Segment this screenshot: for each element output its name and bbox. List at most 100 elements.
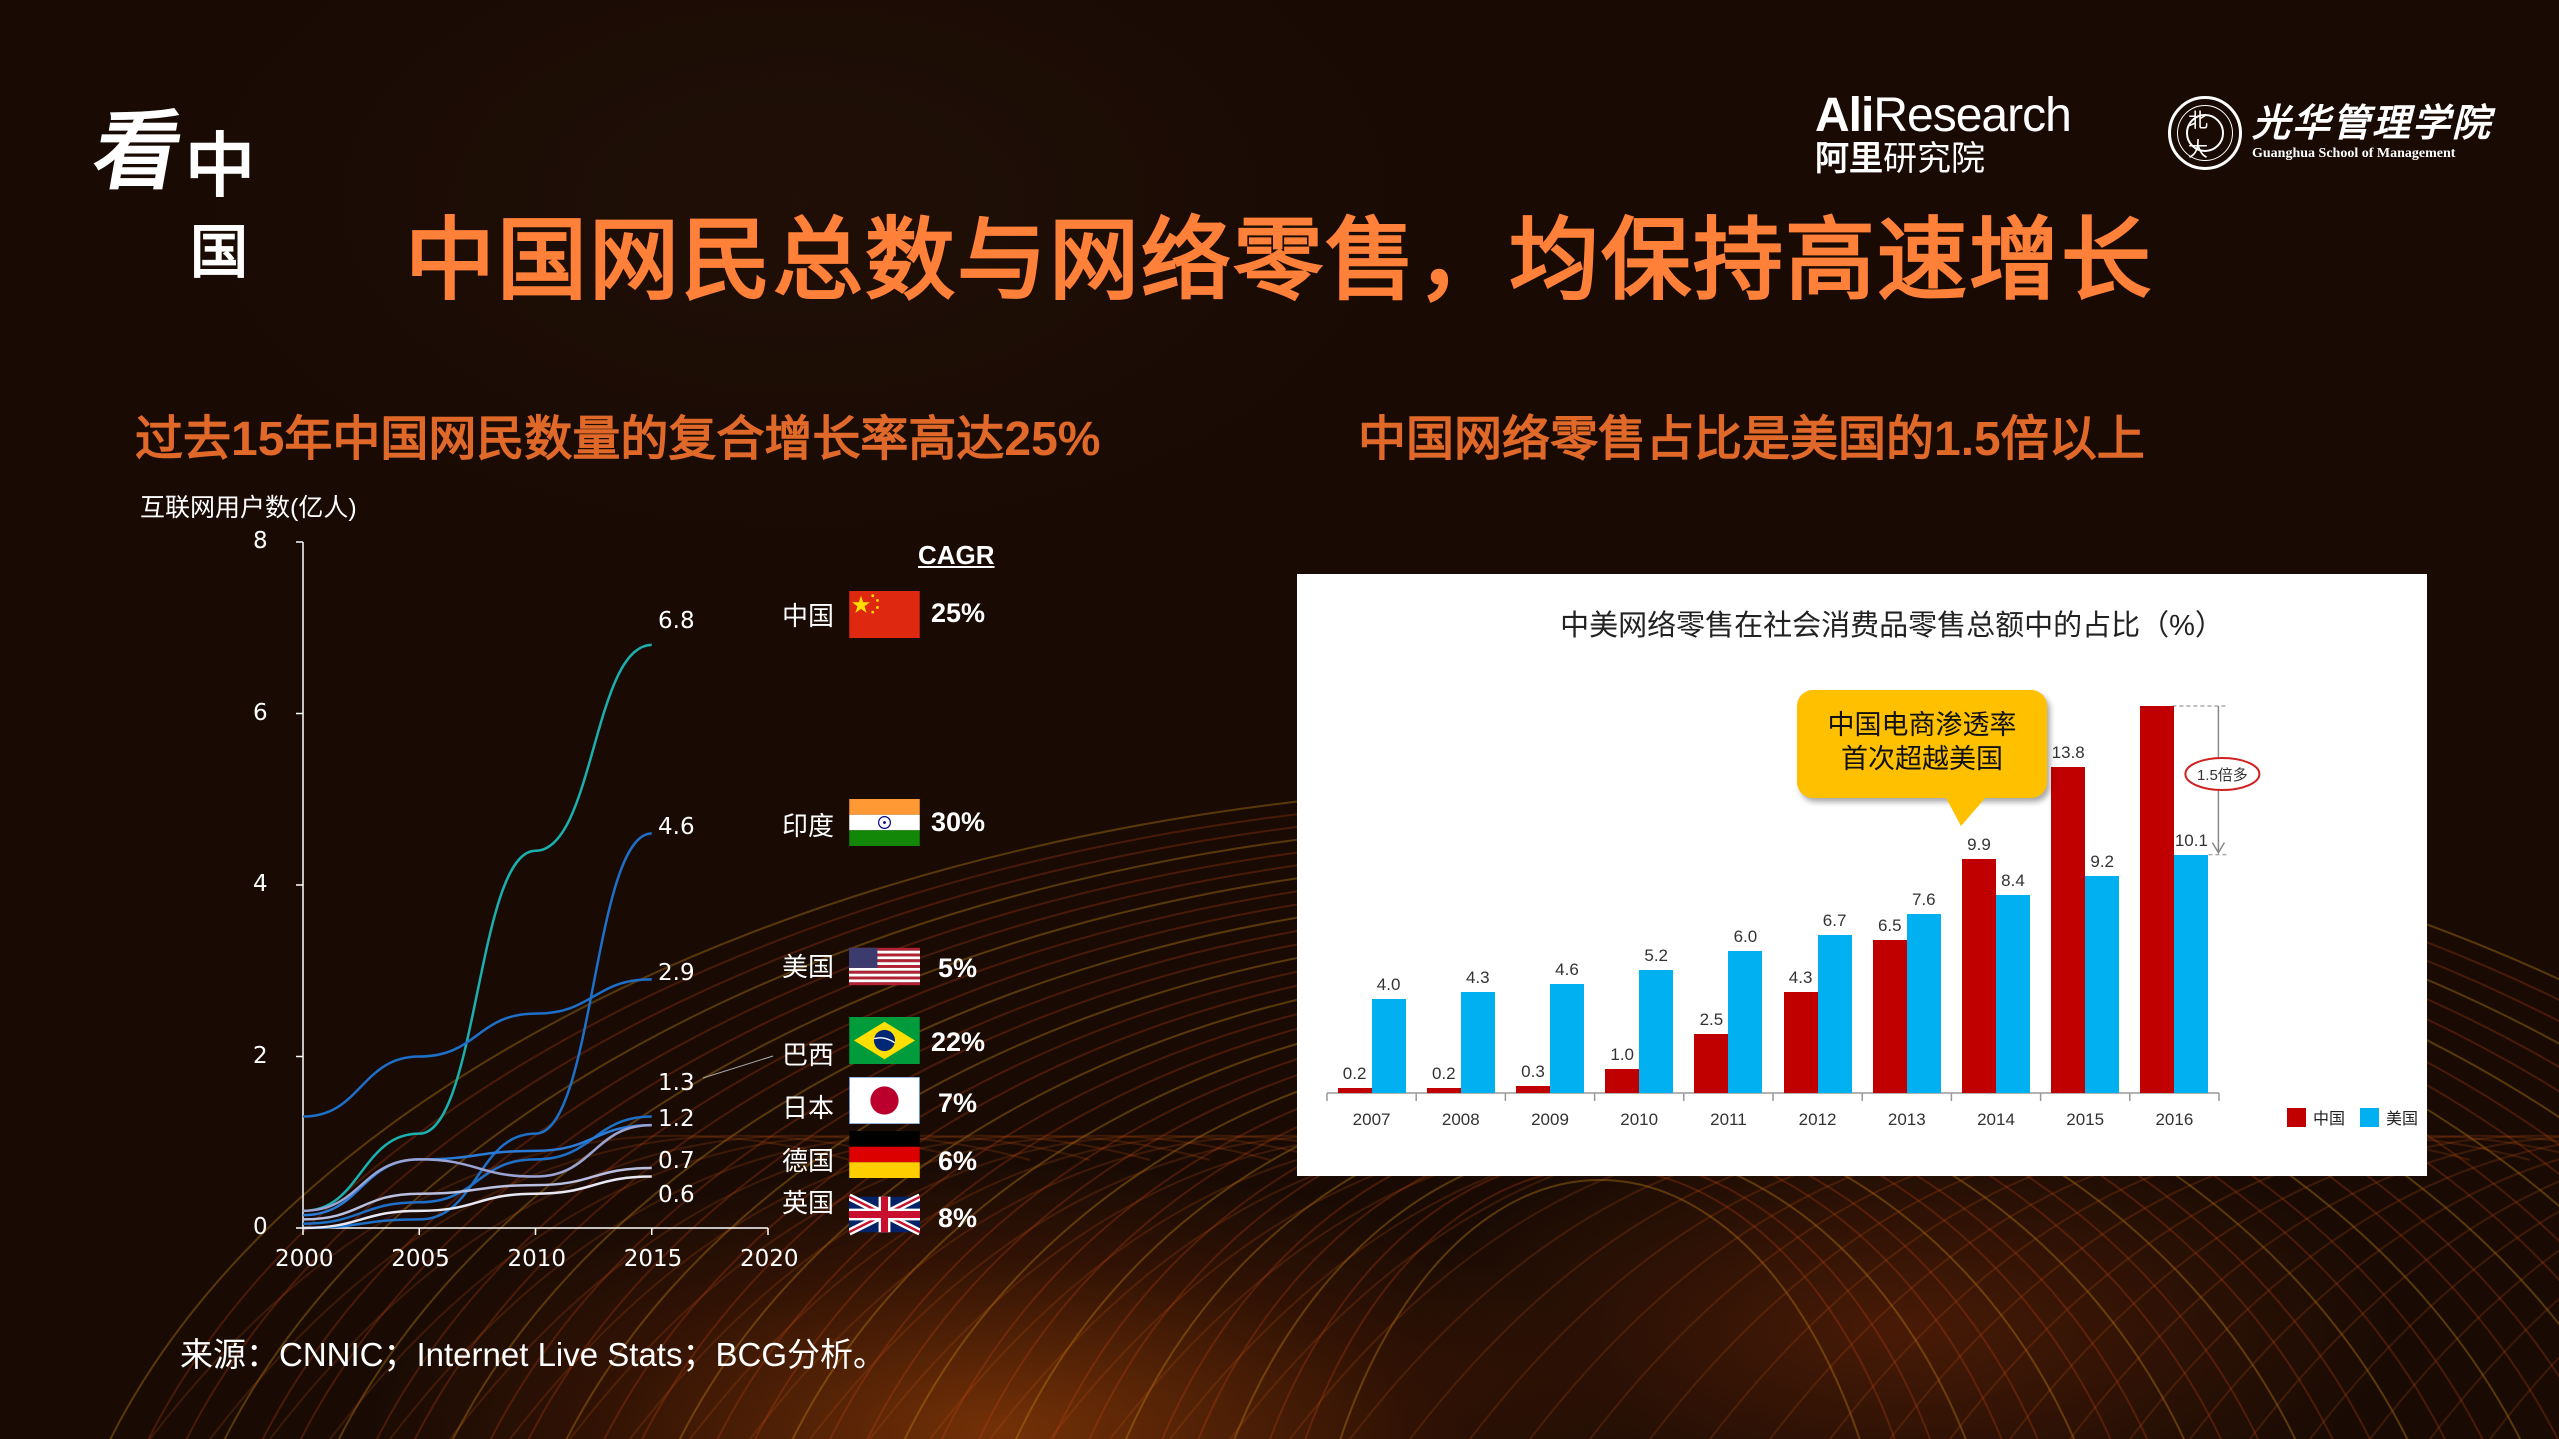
left-subtitle: 过去15年中国网民数量的复合增长率高达25% xyxy=(135,413,1101,466)
series-end-label: 6.8 xyxy=(658,608,695,634)
bar-usa xyxy=(2085,875,2120,1093)
country-name: 印度 xyxy=(782,811,835,841)
bar-china xyxy=(1872,939,1907,1093)
bar-usa xyxy=(1639,970,1674,1093)
right-subtitle: 中国网络零售占比是美国的1.5倍以上 xyxy=(1358,413,2145,466)
callout-line-2: 首次超越美国 xyxy=(1841,744,2003,774)
y-tick-label: 4 xyxy=(253,871,268,897)
left-chart-ylabel: 互联网用户数(亿人) xyxy=(140,494,357,522)
annotation-1-5x: 1.5倍多 xyxy=(2196,766,2248,784)
callout-line-1: 中国电商渗透率 xyxy=(1827,710,2017,740)
alires-en-bold: Ali xyxy=(1815,89,1874,142)
country-name: 德国 xyxy=(782,1146,835,1176)
legend-label-china: 中国 xyxy=(2313,1111,2346,1128)
bar-value-label: 1.0 xyxy=(1610,1045,1634,1065)
logo-char-guo: 国 xyxy=(190,218,249,286)
bar-value-label: 9.9 xyxy=(1967,835,1991,855)
x-axis-year-label: 2007 xyxy=(1352,1110,1391,1129)
bar-value-label: 2.5 xyxy=(1699,1010,1724,1029)
country-cagr-value: 7% xyxy=(938,1088,978,1118)
country-cagr-value: 30% xyxy=(931,807,986,837)
bar-value-label: 13.8 xyxy=(2051,743,2085,763)
cagr-header: CAGR xyxy=(918,540,995,570)
bar-china xyxy=(2140,705,2175,1093)
aliresearch-logo: AliResearch 阿里研究院 xyxy=(1815,89,2072,178)
bar-value-label: 9.2 xyxy=(2090,851,2114,871)
bar-china xyxy=(1426,1088,1461,1093)
bar-usa xyxy=(1460,991,1495,1093)
retail-share-chart-panel: 中美网络零售在社会消费品零售总额中的占比（%） 2007 0.2 4.0 2008 0.… xyxy=(1297,574,2427,1176)
country-cagr-value: 22% xyxy=(931,1027,986,1057)
country-cagr-value: 8% xyxy=(938,1203,978,1233)
gsm-cn-name: 光华管理学院 xyxy=(2252,100,2493,145)
bar-value-label: 6.5 xyxy=(1877,915,1902,935)
x-axis-year-label: 2014 xyxy=(1977,1110,2015,1129)
x-axis-year-label: 2013 xyxy=(1887,1110,1926,1129)
brazil-flag-icon xyxy=(849,1017,920,1064)
bar-china xyxy=(1694,1034,1729,1093)
bar-value-label: 0.2 xyxy=(1431,1064,1456,1084)
alires-cn: 研究院 xyxy=(1883,140,1985,178)
legend-usa: 美国 xyxy=(2360,1105,2418,1129)
peking-university-seal-icon: 北大 xyxy=(2168,96,2242,170)
legend-china: 中国 xyxy=(2287,1105,2345,1129)
bar-usa xyxy=(1728,951,1763,1093)
x-tick-label: 2010 xyxy=(507,1246,567,1272)
bar-usa xyxy=(1371,998,1406,1093)
bar-usa xyxy=(1817,934,1852,1093)
x-axis-year-label: 2011 xyxy=(1710,1110,1747,1129)
country-cagr-value: 6% xyxy=(938,1146,978,1176)
bar-usa xyxy=(2174,854,2209,1093)
bar-value-label: 10.1 xyxy=(2174,830,2208,850)
bar-china xyxy=(1783,991,1818,1093)
uk-flag-icon xyxy=(849,1191,920,1238)
bar-value-label: 4.3 xyxy=(1465,967,1490,987)
y-tick-label: 8 xyxy=(253,528,268,554)
y-tick-label: 2 xyxy=(253,1042,268,1069)
x-axis-year-label: 2012 xyxy=(1798,1110,1837,1129)
china-flag-icon xyxy=(849,591,920,638)
bar-usa xyxy=(1996,894,2030,1093)
guanghua-logo: 北大 光华管理学院 Guanghua School of Management xyxy=(2168,96,2492,170)
bar-value-label: 4.6 xyxy=(1555,960,1579,980)
x-tick-label: 2020 xyxy=(740,1246,799,1272)
source-note: 来源：CNNIC；Internet Live Stats；BCG分析。 xyxy=(180,1336,886,1373)
seal-text: 北大 xyxy=(2186,110,2224,161)
germany-flag-icon xyxy=(849,1131,920,1178)
x-tick-label: 2005 xyxy=(391,1246,450,1272)
bar-chart-axis xyxy=(1326,705,2261,1101)
country-cagr-value: 25% xyxy=(931,598,986,628)
bar-value-label: 0.2 xyxy=(1342,1064,1367,1084)
x-tick-label: 2000 xyxy=(275,1246,334,1272)
x-axis-year-label: 2009 xyxy=(1531,1110,1569,1129)
bar-value-label: 0.3 xyxy=(1521,1061,1545,1081)
x-axis-year-label: 2008 xyxy=(1441,1110,1480,1129)
alires-en: Research xyxy=(1873,89,2071,142)
country-cagr-value: 5% xyxy=(938,953,978,983)
series-end-label: 0.6 xyxy=(658,1182,695,1208)
japan-flag-icon xyxy=(849,1077,920,1124)
series-end-label: 1.2 xyxy=(658,1106,695,1132)
country-name: 中国 xyxy=(782,601,835,631)
bar-value-label: 4.0 xyxy=(1376,974,1401,994)
legend-swatch-china xyxy=(2287,1107,2306,1127)
country-name: 巴西 xyxy=(782,1040,835,1070)
x-tick-label: 2015 xyxy=(623,1246,683,1272)
legend-swatch-usa xyxy=(2360,1107,2379,1127)
alires-cn-bold: 阿里 xyxy=(1815,140,1883,178)
bar-value-label: 7.6 xyxy=(1911,889,1936,909)
series-end-label: 4.6 xyxy=(658,814,695,840)
series-end-label: 2.9 xyxy=(658,960,695,986)
series-end-label: 1.3 xyxy=(658,1070,695,1096)
bar-value-label: 8.4 xyxy=(2001,870,2025,890)
x-axis-year-label: 2015 xyxy=(2066,1110,2105,1129)
y-tick-label: 0 xyxy=(253,1214,268,1240)
logo-char-zhong: 中 xyxy=(185,124,255,207)
usa-flag-icon xyxy=(849,943,920,990)
x-axis-year-label: 2016 xyxy=(2155,1110,2194,1129)
series-end-label: 0.7 xyxy=(658,1148,695,1174)
country-name: 英国 xyxy=(782,1188,835,1218)
bar-value-label: 6.0 xyxy=(1733,927,1758,947)
bar-usa xyxy=(1906,913,1941,1093)
bar-chart-title: 中美网络零售在社会消费品零售总额中的占比（%） xyxy=(1560,610,2224,642)
